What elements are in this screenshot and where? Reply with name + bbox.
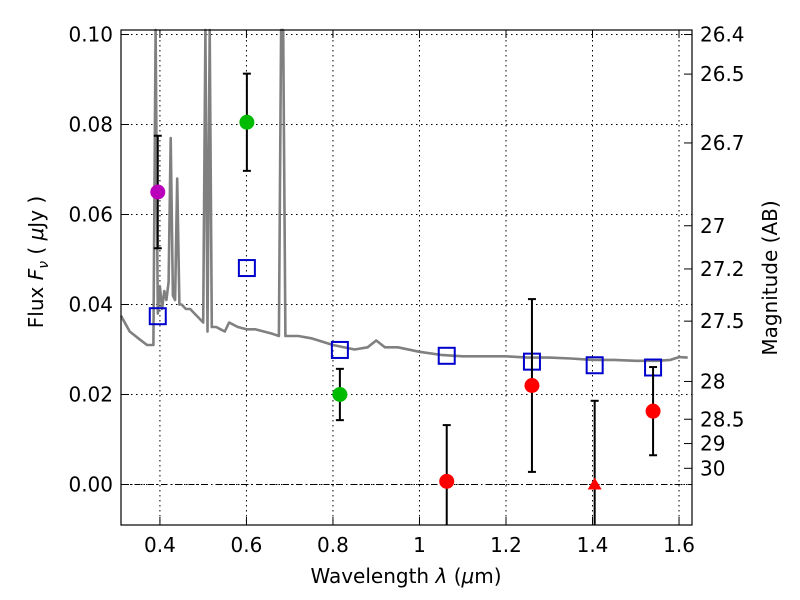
- magnitude-tick-label: 30: [700, 456, 725, 480]
- model-photometry-square: [437, 346, 456, 365]
- upper-limit-triangle: [587, 477, 602, 490]
- x-tick-label: 1.6: [663, 533, 695, 557]
- observed-flux-point: [524, 378, 540, 393]
- magnitude-tick-label: 28: [700, 369, 725, 393]
- magnitude-tick-label: 27.2: [700, 257, 745, 281]
- x-tick-label: 0.6: [231, 533, 263, 557]
- observed-flux-point: [332, 387, 348, 402]
- magnitude-tick-label: 29: [700, 432, 725, 456]
- y-axis-label: Flux Fν ( μJy ): [24, 196, 52, 328]
- magnitude-tick-label: 27.5: [700, 309, 745, 333]
- axis-ticks: 0.4 0.6 0.8 1 1.2 1.4 1.6 0.00 0.02 0.04 0.06 0.08 0…: [68, 23, 744, 558]
- x-tick-label: 1.4: [577, 533, 609, 557]
- observed-flux-point: [239, 114, 255, 130]
- magnitude-tick-label: 26.4: [700, 23, 745, 47]
- model-spectrum-line: [119, 28, 688, 363]
- x-axis-label: Wavelength λ (μm): [310, 564, 501, 588]
- y-tick-label: 0.10: [68, 23, 113, 47]
- y-tick-label: 0.08: [68, 113, 113, 137]
- model-photometry-square: [330, 340, 349, 359]
- x-tick-label: 1.2: [490, 533, 522, 557]
- y-tick-label: 0.04: [68, 293, 113, 317]
- y-tick-label: 0.02: [68, 383, 113, 407]
- x-tick-label: 0.4: [144, 533, 176, 557]
- x-tick-label: 0.8: [317, 533, 349, 557]
- plot-area: [119, 28, 692, 525]
- observed-flux-point: [645, 403, 661, 419]
- model-photometry-square: [148, 307, 167, 326]
- model-photometry-square: [585, 356, 604, 375]
- observed-flux-point: [439, 473, 455, 489]
- y-tick-label: 0.00: [68, 473, 113, 497]
- magnitude-tick-label: 26.5: [700, 62, 745, 86]
- model-photometry-square: [237, 259, 256, 278]
- magnitude-axis-label: Magnitude (AB): [758, 200, 782, 355]
- x-tick-label: 1: [413, 533, 426, 557]
- observed-flux-point: [150, 184, 166, 200]
- magnitude-tick-label: 26.7: [700, 131, 745, 155]
- y-tick-label: 0.06: [68, 203, 113, 227]
- axes-frame: [120, 29, 693, 526]
- magnitude-tick-label: 28.5: [700, 407, 745, 431]
- magnitude-tick-label: 27: [700, 214, 725, 238]
